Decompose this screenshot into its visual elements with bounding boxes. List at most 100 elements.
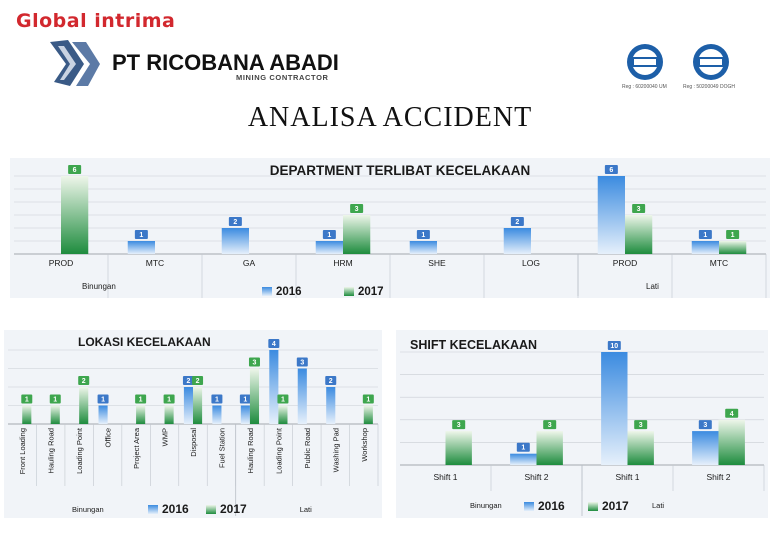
data-label: 1 bbox=[421, 232, 425, 239]
bar-2016-disposal bbox=[183, 387, 193, 424]
data-label-box bbox=[97, 394, 109, 404]
bar-2017-prod bbox=[625, 215, 653, 254]
data-label-box bbox=[698, 420, 712, 430]
legend-label-2016: 2016 bbox=[538, 499, 565, 513]
data-label: 1 bbox=[521, 445, 525, 452]
bar-2016-ga bbox=[221, 228, 249, 254]
category-label: SHE bbox=[428, 258, 446, 268]
legend-label-2016: 2016 bbox=[276, 286, 302, 298]
bar-2017-workshop bbox=[363, 405, 373, 424]
data-label: 6 bbox=[609, 167, 613, 174]
bar-2016-office bbox=[98, 405, 108, 424]
data-label: 1 bbox=[139, 397, 143, 404]
data-label-box bbox=[248, 357, 260, 367]
data-label: 1 bbox=[366, 397, 370, 404]
data-label-box bbox=[543, 420, 557, 430]
data-label-box bbox=[607, 341, 621, 350]
data-label: 2 bbox=[82, 378, 86, 385]
bar-2016-hauling-road bbox=[240, 405, 250, 424]
category-label: GA bbox=[243, 258, 256, 268]
page-title: ANALISA ACCIDENT bbox=[247, 102, 533, 133]
bar-2017-front-loading bbox=[22, 405, 32, 424]
bar-2016-mtc bbox=[691, 241, 719, 254]
chart-title: DEPARTMENT TERLIBAT KECELAKAAN bbox=[270, 163, 531, 178]
data-label-box bbox=[322, 230, 336, 239]
bar-2017-mtc bbox=[719, 241, 747, 254]
bar-2016-hrm bbox=[315, 241, 343, 254]
data-label: 3 bbox=[637, 206, 641, 213]
data-label-box bbox=[163, 394, 175, 404]
data-label-box bbox=[277, 394, 289, 404]
data-label: 3 bbox=[639, 422, 643, 429]
data-label-box bbox=[350, 204, 364, 213]
group-label: Binungan bbox=[72, 505, 104, 514]
certification-seal-icon bbox=[693, 44, 729, 80]
bar-2017-shift-1 bbox=[445, 431, 472, 465]
legend-label-2017: 2017 bbox=[602, 499, 629, 513]
location-chart: LOKASI KECELAKAAN 1 Front Loading 1 Hauling … bbox=[4, 330, 382, 518]
data-label: 2 bbox=[186, 378, 190, 385]
data-label: 3 bbox=[457, 422, 461, 429]
category-label: PROD bbox=[49, 258, 74, 268]
bar-2017-project-area bbox=[136, 405, 146, 424]
group-label: Binungan bbox=[82, 282, 116, 291]
certification-reg-1: Reg : 60200040 UM bbox=[622, 84, 667, 90]
legend-swatch-2017 bbox=[206, 505, 216, 514]
data-label-box bbox=[228, 217, 242, 226]
legend-swatch-2017 bbox=[588, 502, 598, 511]
data-label: 1 bbox=[703, 232, 707, 239]
data-label: 2 bbox=[196, 378, 200, 385]
data-label-box bbox=[211, 394, 223, 404]
data-label-box bbox=[510, 217, 524, 226]
data-label-box bbox=[632, 204, 646, 213]
department-chart: DEPARTMENT TERLIBAT KECELAKAAN 6 PROD 1 MTC 2… bbox=[10, 158, 770, 298]
data-label: 6 bbox=[73, 167, 77, 174]
certification-reg-2: Reg : 50200049 DOGH bbox=[683, 84, 735, 90]
category-label: Front Loading bbox=[18, 428, 27, 474]
category-label: WMP bbox=[161, 428, 170, 446]
bar-2016-mtc bbox=[127, 241, 155, 254]
data-label: 3 bbox=[548, 422, 552, 429]
category-label: Loading Point bbox=[75, 427, 84, 474]
data-label-box bbox=[134, 230, 148, 239]
legend-label-2017: 2017 bbox=[220, 502, 247, 516]
category-label: Loading Point bbox=[274, 427, 283, 474]
category-label: MTC bbox=[146, 258, 164, 268]
data-label-box bbox=[182, 376, 194, 385]
data-label-box bbox=[634, 420, 648, 430]
data-label: 1 bbox=[25, 397, 29, 404]
data-label-box bbox=[604, 165, 618, 174]
legend-label-2016: 2016 bbox=[162, 502, 189, 516]
brand-logo-text: Global intrima bbox=[16, 10, 176, 32]
data-label-box bbox=[362, 394, 374, 404]
data-label-box bbox=[452, 420, 466, 430]
legend-swatch-2017 bbox=[344, 287, 354, 296]
data-label: 1 bbox=[53, 397, 57, 404]
bar-2017-loading-point bbox=[278, 405, 288, 424]
data-label-box bbox=[325, 376, 337, 385]
data-label: 1 bbox=[101, 397, 105, 404]
bar-2017-wmp bbox=[164, 405, 174, 424]
bar-2016-she bbox=[409, 241, 437, 254]
data-label: 2 bbox=[329, 378, 333, 385]
legend-swatch-2016 bbox=[148, 505, 158, 514]
category-label: MTC bbox=[710, 258, 728, 268]
bar-2017-shift-2 bbox=[718, 419, 745, 465]
data-label: 1 bbox=[243, 397, 247, 404]
category-label: PROD bbox=[613, 258, 638, 268]
bar-2016-public-road bbox=[297, 368, 307, 424]
data-label-box bbox=[516, 442, 530, 452]
data-label-box bbox=[78, 376, 90, 385]
legend-label-2017: 2017 bbox=[358, 286, 384, 298]
data-label: 10 bbox=[610, 343, 618, 350]
category-label: Disposal bbox=[189, 428, 198, 457]
category-label: Hauling Road bbox=[246, 428, 255, 473]
category-label: Fuel Station bbox=[217, 428, 226, 468]
bar-2017-hrm bbox=[343, 215, 371, 254]
bar-2017-shift-1 bbox=[627, 431, 654, 465]
group-label: Lati bbox=[646, 282, 659, 291]
category-label: Office bbox=[104, 428, 113, 447]
data-label-box bbox=[296, 357, 308, 367]
bar-2017-hauling-road bbox=[50, 405, 60, 424]
data-label: 3 bbox=[253, 360, 257, 367]
